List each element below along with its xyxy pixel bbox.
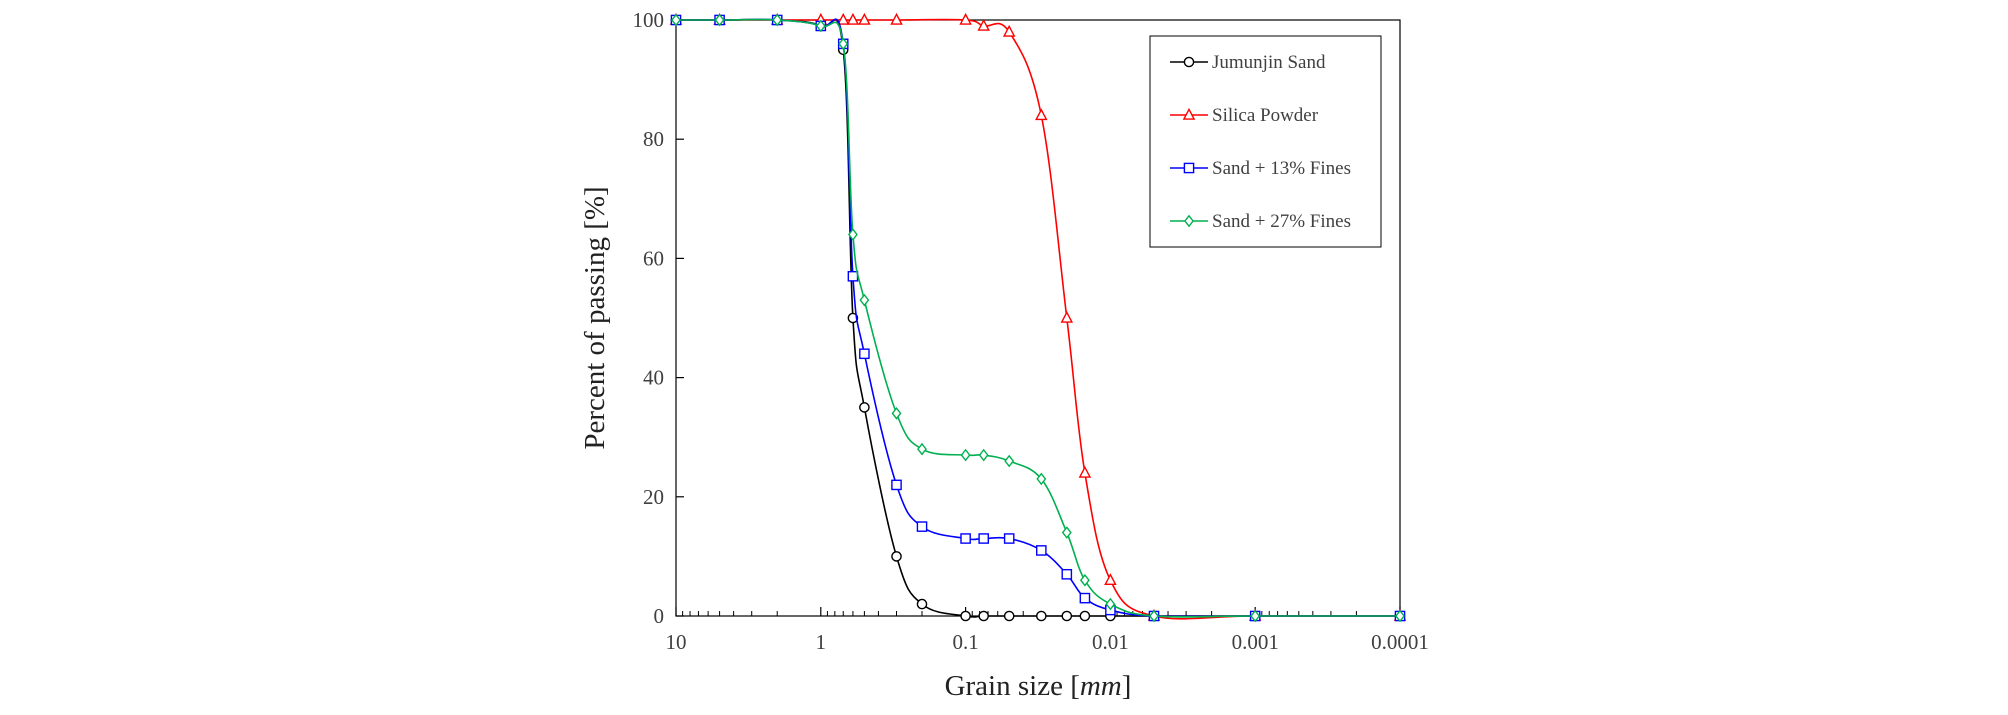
data-point (859, 348, 870, 360)
data-point (859, 402, 870, 413)
y-tick-label: 80 (643, 127, 664, 151)
data-point (890, 12, 903, 25)
data-point (1061, 568, 1073, 580)
data-point (1395, 609, 1405, 623)
legend-swatch-marker (1183, 56, 1195, 68)
data-point (978, 448, 989, 462)
legend-swatch-marker (1182, 107, 1196, 120)
x-tick-label: 0.0001 (1371, 630, 1429, 654)
data-point (1079, 573, 1090, 587)
legend-label: Sand + 13% Fines (1212, 158, 1351, 179)
legend-box (1149, 35, 1382, 248)
data-point (1078, 465, 1092, 478)
data-point (1036, 545, 1047, 556)
data-point (1250, 609, 1261, 623)
x-tick-label: 1 (816, 630, 827, 654)
data-point (978, 533, 989, 544)
legend-swatch-marker (1184, 214, 1194, 228)
y-tick-label: 40 (643, 366, 664, 390)
data-point (977, 18, 990, 31)
data-point (1036, 610, 1047, 622)
data-point (891, 407, 902, 420)
data-point (1004, 454, 1015, 468)
data-point (1003, 610, 1015, 622)
data-point (960, 448, 971, 462)
data-point (960, 610, 971, 622)
data-point (1104, 573, 1117, 586)
series-3 (671, 13, 1405, 623)
y-tick-label: 60 (643, 246, 664, 270)
data-point (1060, 310, 1074, 323)
y-tick-label: 100 (633, 8, 665, 32)
data-point (916, 521, 928, 532)
data-point (1149, 609, 1159, 623)
data-point (1105, 597, 1116, 611)
data-point (847, 228, 858, 241)
data-point (847, 312, 859, 324)
data-point (815, 19, 826, 33)
y-axis-title: Percent of passing [%] (579, 186, 611, 449)
data-point (836, 12, 850, 25)
data-point (959, 12, 972, 25)
data-point (858, 12, 871, 25)
data-point (772, 13, 783, 27)
legend-entry: Sand + 27% Fines (1170, 211, 1351, 232)
y-tick-label: 20 (643, 485, 664, 509)
data-point (671, 13, 681, 27)
data-point (1079, 592, 1091, 604)
legend-swatch-marker (1183, 162, 1195, 174)
data-point (917, 442, 927, 456)
series-line (675, 18, 1400, 620)
legend-label: Sand + 27% Fines (1212, 211, 1351, 232)
data-point (960, 533, 971, 544)
x-tick-label: 10 (666, 630, 687, 654)
x-tick-label: 0.1 (952, 630, 978, 654)
x-tick-label: 0.01 (1092, 630, 1129, 654)
data-point (838, 37, 849, 51)
x-axis-title: Grain size [mm] (945, 670, 1132, 702)
legend-label: Jumunjin Sand (1212, 52, 1326, 73)
data-point (1003, 533, 1015, 544)
legend-entry: Silica Powder (1170, 105, 1319, 126)
data-point (847, 270, 859, 282)
x-tick-label: 0.001 (1232, 630, 1279, 654)
legend-entry: Sand + 13% Fines (1170, 158, 1351, 179)
data-point (1002, 24, 1016, 37)
data-point (891, 551, 902, 562)
data-point (1035, 108, 1048, 121)
legend-entry: Jumunjin Sand (1170, 52, 1326, 73)
y-tick-label: 0 (654, 604, 665, 628)
data-point (1036, 472, 1047, 486)
data-point (1079, 610, 1091, 622)
data-point (1061, 610, 1073, 622)
data-point (916, 598, 928, 610)
data-point (714, 13, 725, 27)
series-line (675, 18, 1400, 618)
legend-label: Silica Powder (1212, 105, 1319, 126)
data-point (1061, 526, 1072, 539)
data-point (891, 479, 902, 491)
data-point (978, 610, 989, 622)
data-point (846, 12, 860, 25)
data-point (859, 293, 870, 307)
